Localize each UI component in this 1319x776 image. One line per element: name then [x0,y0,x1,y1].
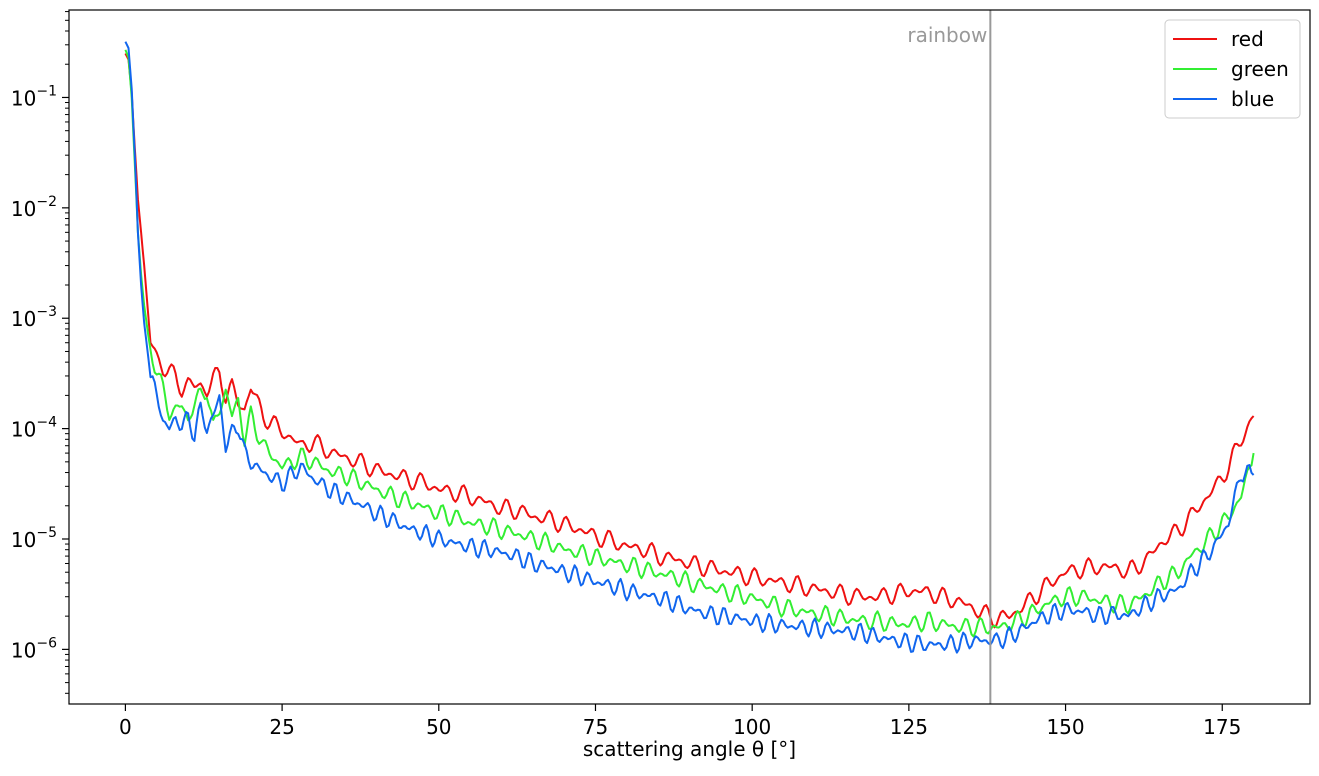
x-axis: 0 25 50 75 100 125 150 175 [119,704,1241,739]
x-tick-label: 150 [1046,715,1084,739]
legend-frame [1164,19,1301,119]
series-layer [124,41,1255,654]
y-tick-label: 10−2 [11,194,57,221]
x-tick-label: 25 [269,715,294,739]
y-tick-label: 10−6 [11,635,57,662]
legend-label-green: green [1231,57,1289,81]
x-tick-label: 175 [1203,715,1241,739]
x-axis-label: scattering angle θ [°] [583,737,796,761]
x-tick-label: 75 [583,715,608,739]
y-tick-label: 10−3 [11,304,57,331]
y-tick-label: 10−1 [11,83,57,110]
legend-label-red: red [1231,27,1264,51]
legend-label-blue: blue [1231,87,1274,111]
x-tick-label: 100 [733,715,771,739]
y-tick-label: 10−4 [11,415,57,442]
x-tick-label: 0 [119,715,132,739]
series-red-line [124,53,1255,629]
x-tick-label: 125 [890,715,928,739]
x-tick-label: 50 [426,715,451,739]
y-axis: 10−6 10−5 10−4 10−3 10−2 10−1 [11,11,69,694]
plot-frame [68,9,1311,705]
series-green-line [124,49,1255,638]
rainbow-annotation: rainbow [907,23,987,47]
legend: red green blue [1164,19,1301,119]
y-tick-label: 10−5 [11,525,57,552]
series-blue-line [124,41,1255,654]
